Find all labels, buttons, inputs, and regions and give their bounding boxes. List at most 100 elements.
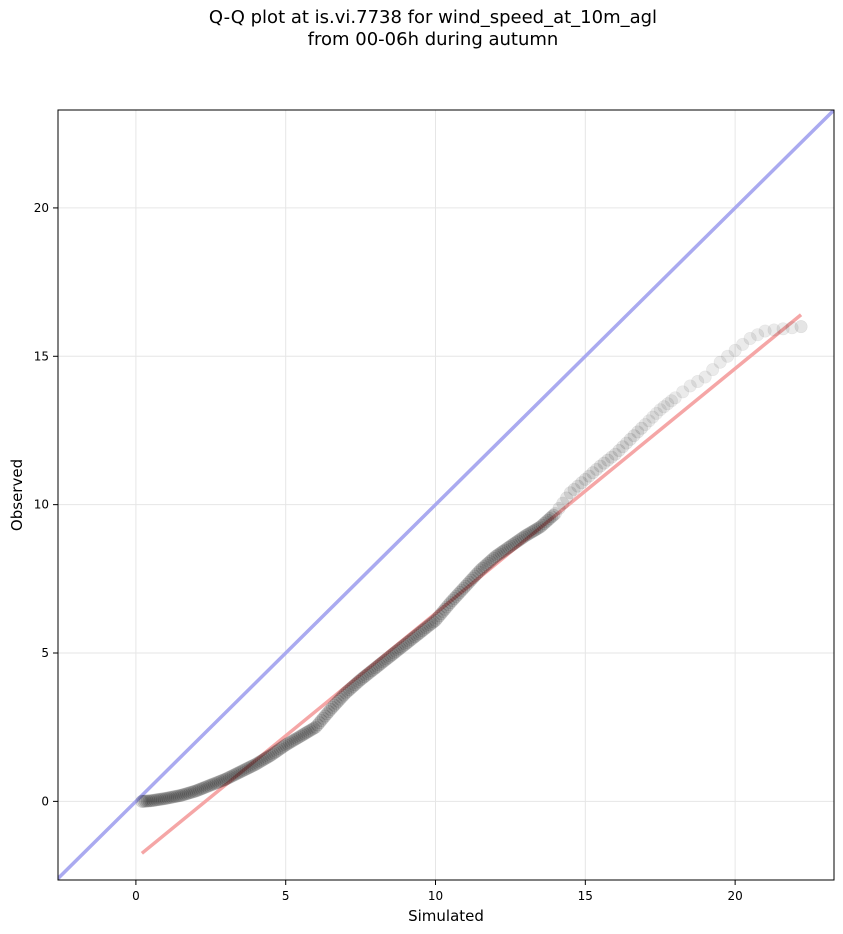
data-point — [187, 785, 201, 799]
data-point — [503, 539, 517, 553]
data-point — [359, 668, 373, 682]
data-point — [267, 746, 281, 760]
data-point — [751, 328, 765, 342]
data-point — [178, 787, 192, 801]
data-point — [202, 779, 216, 793]
data-point — [161, 791, 175, 805]
data-point — [758, 324, 772, 338]
data-point — [135, 794, 149, 808]
data-point — [312, 716, 326, 730]
data-point — [326, 700, 340, 714]
data-point — [443, 596, 457, 610]
data-point — [524, 525, 538, 539]
data-point — [226, 768, 240, 782]
data-point — [432, 609, 446, 623]
y-axis-label: Observed — [8, 459, 26, 531]
data-point — [496, 544, 510, 558]
data-point — [481, 556, 495, 570]
y-tick-label: 5 — [41, 646, 49, 660]
data-point — [164, 790, 178, 804]
data-point — [213, 774, 227, 788]
data-point — [369, 661, 383, 675]
data-point — [370, 659, 384, 673]
data-point — [191, 783, 205, 797]
data-point — [560, 491, 574, 505]
data-point — [522, 527, 536, 541]
data-point — [500, 542, 514, 556]
data-point — [477, 560, 491, 574]
data-point — [232, 766, 246, 780]
data-point — [170, 789, 184, 803]
data-point — [168, 790, 182, 804]
data-point — [642, 414, 656, 428]
data-point — [245, 759, 259, 773]
data-point — [597, 456, 611, 470]
data-point — [384, 649, 398, 663]
data-point — [505, 538, 519, 552]
data-point — [266, 747, 280, 761]
data-point — [483, 555, 497, 569]
data-point — [419, 621, 433, 635]
data-point — [728, 343, 742, 357]
data-point — [404, 633, 418, 647]
data-point — [397, 639, 411, 653]
data-point — [374, 656, 388, 670]
data-point — [586, 466, 600, 480]
data-point — [327, 698, 341, 712]
data-point — [530, 522, 544, 536]
data-point — [460, 577, 474, 591]
data-point — [290, 731, 304, 745]
data-point — [341, 684, 355, 698]
data-point — [794, 320, 808, 334]
data-point — [329, 696, 343, 710]
data-point — [412, 627, 426, 641]
data-point — [616, 440, 630, 454]
data-point — [363, 665, 377, 679]
data-point — [316, 711, 330, 725]
data-point — [342, 683, 356, 697]
data-point — [487, 551, 501, 565]
data-point — [247, 758, 261, 772]
data-point — [623, 432, 637, 446]
data-point — [440, 600, 454, 614]
data-point — [520, 528, 534, 542]
data-point — [408, 630, 422, 644]
data-point — [427, 615, 441, 629]
data-point — [402, 634, 416, 648]
data-point — [453, 585, 467, 599]
data-point — [541, 513, 555, 527]
data-point — [149, 793, 163, 807]
data-point — [498, 543, 512, 557]
data-point — [211, 775, 225, 789]
data-point — [429, 613, 443, 627]
data-point — [475, 561, 489, 575]
data-point — [425, 616, 439, 630]
data-point — [385, 647, 399, 661]
data-point — [546, 508, 560, 522]
data-point — [627, 429, 641, 443]
data-point — [676, 385, 690, 399]
data-point — [209, 776, 223, 790]
data-point — [785, 321, 799, 335]
data-point — [492, 547, 506, 561]
data-point — [217, 773, 231, 787]
data-point — [166, 790, 180, 804]
data-point — [181, 786, 195, 800]
chart-title-line-2: from 00-06h during autumn — [307, 29, 559, 50]
y-tick-label: 15 — [34, 349, 49, 363]
data-point — [698, 370, 712, 384]
data-point — [451, 587, 465, 601]
data-point — [282, 736, 296, 750]
data-point — [466, 571, 480, 585]
x-tick-label: 15 — [578, 889, 593, 903]
data-point — [442, 598, 456, 612]
data-point — [608, 447, 622, 461]
data-point — [421, 619, 435, 633]
data-point — [664, 394, 678, 408]
data-point — [638, 418, 652, 432]
data-point — [410, 628, 424, 642]
data-point — [361, 667, 375, 681]
data-point — [543, 512, 557, 526]
reference-lines — [58, 110, 834, 880]
